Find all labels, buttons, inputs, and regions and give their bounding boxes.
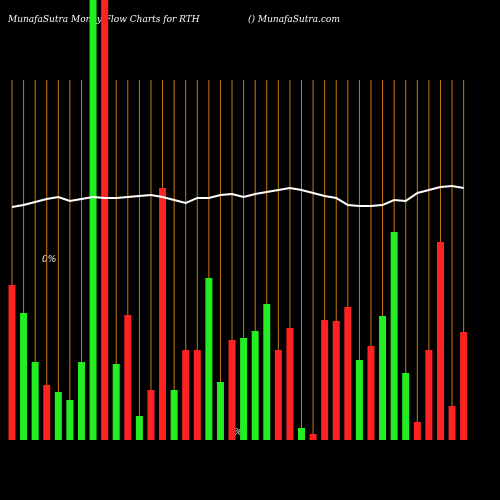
annotation: 0% [42,255,56,265]
price-line [11,184,464,208]
bar [332,321,340,440]
bar [309,434,317,440]
bar [379,316,387,440]
bar [193,350,201,440]
bar [263,304,271,440]
bar [101,0,109,440]
bar [413,422,421,440]
bar [135,416,143,440]
bar [274,350,282,440]
bar [425,350,433,440]
bar [43,385,51,440]
bar [367,346,375,440]
bar [182,350,190,440]
bar [112,364,120,440]
bar [390,232,398,440]
bar [66,400,74,440]
bar [448,406,456,440]
bar [216,382,224,440]
bar [402,373,410,440]
bar [8,285,16,440]
bar [77,362,85,440]
bar [344,307,352,440]
bar [31,362,39,440]
bar [20,313,28,440]
bar [170,390,178,440]
bar [159,188,167,440]
bar [321,320,329,440]
bar [436,242,444,440]
bar [89,0,97,440]
bar [460,332,468,440]
bar [124,315,132,440]
bar [251,331,259,440]
bar [286,328,294,440]
bar [205,278,213,440]
bar [240,338,248,440]
chart-subtitle: () MunafaSutra.com [248,14,340,25]
bar [147,390,155,440]
bar [355,360,363,440]
bar [298,428,305,440]
bar [54,392,62,440]
bar [228,340,236,440]
